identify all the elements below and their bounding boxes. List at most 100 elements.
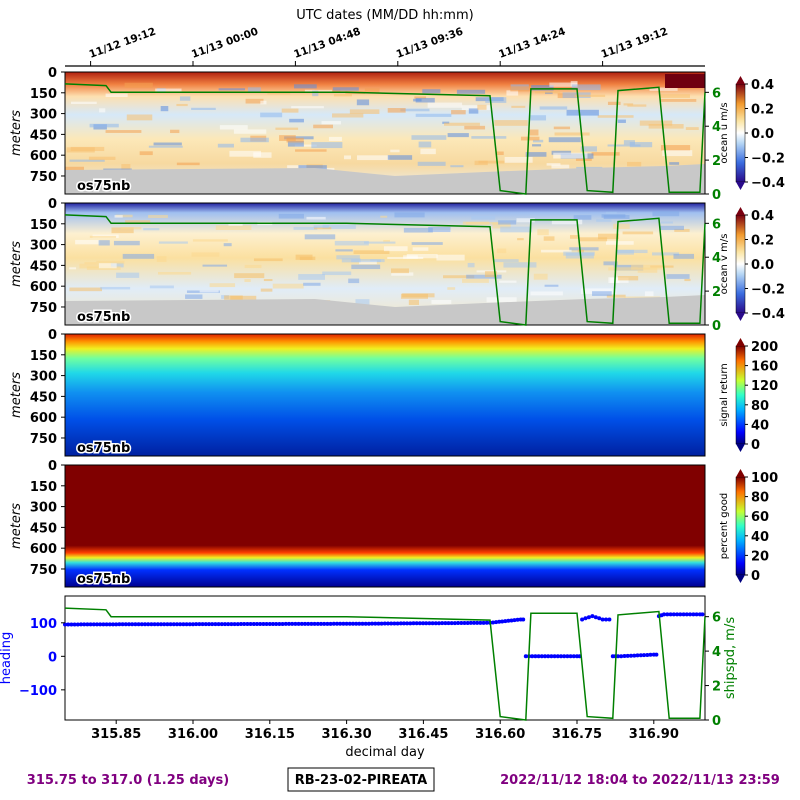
panel-v-speckle: [313, 227, 332, 230]
heading-point: [175, 622, 179, 627]
heading-point: [143, 622, 147, 627]
depth-tick-label: 450: [30, 259, 57, 274]
heading-point: [688, 612, 693, 617]
shipspd-tick-label: 2: [712, 680, 721, 695]
heading-point: [251, 622, 256, 626]
panel-v-speckle: [563, 251, 595, 256]
heading-point: [654, 652, 659, 657]
panel-u-speckle: [566, 109, 599, 116]
colorbar-label: signal return: [719, 363, 730, 426]
panel-v-speckle: [272, 283, 304, 289]
panel-v-speckle: [412, 247, 429, 251]
panel-v-speckle: [278, 213, 304, 219]
shipspd-axis-label: shipspd, m/s: [723, 617, 738, 699]
shipspd-tick-label: 4: [712, 120, 721, 135]
heading-point: [625, 653, 630, 658]
heading-point: [512, 618, 517, 623]
panel-v-speckle: [652, 252, 680, 256]
heading-point: [354, 621, 359, 626]
top-tick-label: 11/13 09:36: [395, 26, 465, 61]
top-tick-label: 11/13 19:12: [600, 26, 670, 61]
heading-point: [101, 622, 106, 627]
panel-u-speckle: [468, 108, 479, 114]
panel-v-speckle: [603, 261, 618, 266]
instrument-label: os75nb: [77, 441, 130, 456]
panel-u-speckle: [260, 112, 283, 118]
panel-v-speckle: [353, 250, 390, 255]
shipspd-tick-label: 4: [712, 645, 721, 660]
heading-point: [465, 621, 470, 625]
heading-point: [255, 622, 259, 626]
panel-u-speckle: [289, 118, 304, 123]
panel-v-speckle: [615, 249, 634, 255]
panel-v-speckle: [447, 287, 456, 290]
panel-u-speckle: [328, 136, 342, 142]
panel-v-frame: [64, 202, 706, 326]
panel-v-speckle: [578, 237, 608, 242]
heading-point: [290, 621, 295, 626]
shipspd-tick-label: 6: [712, 217, 721, 232]
heading-point: [85, 622, 90, 627]
panel-v-speckle: [383, 246, 408, 252]
heading-point: [120, 622, 125, 627]
panel-v-speckle: [605, 211, 617, 216]
depth-tick-label: 150: [30, 480, 57, 495]
colorbar-tick-label: −0.4: [751, 176, 785, 191]
panel-v-speckle: [569, 247, 599, 251]
heading-point: [155, 622, 160, 627]
colorbar-tick-label: 0.4: [751, 78, 774, 93]
depth-axis-label: meters: [9, 503, 24, 549]
panel-v-speckle: [606, 294, 626, 298]
panel-u-speckle: [447, 133, 469, 138]
heading-point: [104, 622, 109, 627]
panel-u-speckle: [253, 152, 272, 158]
panel-u-speckle: [126, 114, 153, 121]
panel-v-speckle: [533, 273, 548, 280]
shipspd-tick-label: 2: [712, 154, 721, 169]
panel-u-speckle: [176, 162, 200, 166]
heading-point: [91, 622, 96, 627]
panel-v-speckle: [113, 240, 140, 246]
panel-u-speckle: [506, 90, 519, 96]
heading-point: [562, 654, 567, 659]
panel-v-speckle: [622, 231, 654, 235]
heading-point: [203, 622, 208, 627]
panel-v-speckle: [158, 271, 192, 275]
panel-v-speckle: [596, 219, 612, 222]
panel-u-speckle: [105, 93, 128, 97]
depth-tick-label: 300: [30, 370, 57, 385]
panel-v-speckle: [348, 278, 360, 284]
panel-u-speckle: [520, 136, 540, 141]
panel-v-speckle: [606, 241, 634, 245]
heading-point: [248, 622, 253, 626]
bottom-frame: [64, 595, 706, 721]
panel-v-speckle: [380, 215, 388, 218]
panel-u-speckle: [364, 88, 380, 94]
heading-point: [360, 621, 365, 626]
footer-cruise: RB-23-02-PIREATA: [295, 773, 428, 788]
panel-u-speckle: [420, 148, 436, 155]
panel-v-speckle: [496, 248, 507, 254]
panel-v-speckle: [351, 259, 385, 263]
heading-point: [583, 616, 588, 621]
shipspd-tick-label: 0: [712, 714, 721, 729]
shipspd-tick-label: 6: [712, 611, 721, 626]
panel-u-speckle: [321, 121, 342, 125]
heading-point: [194, 622, 199, 627]
depth-tick-label: 150: [30, 218, 57, 233]
panel-u-speckle: [427, 102, 463, 108]
heading-point: [165, 622, 170, 627]
top-date-ticks: 11/12 19:12 11/13 00:00 11/13 04:48 11/13 0…: [65, 26, 705, 67]
heading-point: [111, 622, 115, 627]
panel-u-speckle: [660, 98, 697, 102]
heading-point: [662, 612, 666, 617]
colorbar-tick-label: 160: [751, 360, 778, 375]
panel-u-speckle: [275, 127, 299, 130]
panel-u-speckle: [179, 96, 191, 101]
depth-tick-label: 300: [30, 108, 57, 123]
colorbar-v: [735, 214, 746, 314]
heading-tick-label: 0: [48, 650, 57, 665]
heading-point: [299, 621, 304, 626]
panel-v-speckle: [573, 215, 592, 220]
heading-point: [645, 653, 650, 657]
